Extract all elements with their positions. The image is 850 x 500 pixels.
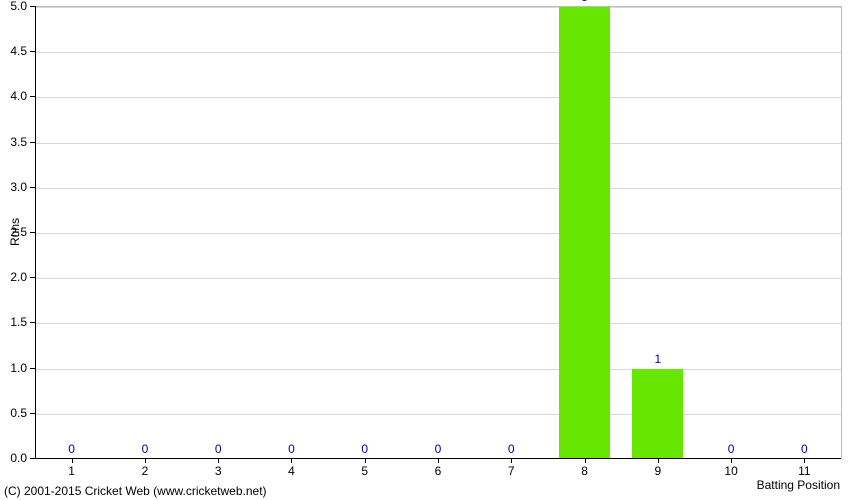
x-tick-label: 8 [581,464,588,478]
bar-value-label: 0 [68,442,75,456]
x-tick-mark [804,458,805,463]
y-axis-line [35,6,36,458]
x-tick-label: 7 [508,464,515,478]
bar [559,7,610,459]
x-tick-label: 3 [215,464,222,478]
copyright-text: (C) 2001-2015 Cricket Web (www.cricketwe… [4,484,267,498]
grid-line [35,52,841,53]
x-tick-mark [658,458,659,463]
y-tick-label: 4.5 [0,44,27,58]
x-tick-mark [511,458,512,463]
y-tick-label: 0.5 [0,406,27,420]
x-tick-mark [365,458,366,463]
chart-container: Runs Batting Position (C) 2001-2015 Cric… [0,0,850,500]
y-tick-label: 1.5 [0,315,27,329]
grid-line [35,143,841,144]
y-tick-label: 3.5 [0,135,27,149]
x-tick-mark [438,458,439,463]
x-tick-label: 1 [68,464,75,478]
bar-value-label: 5 [581,0,588,4]
grid-line [35,323,841,324]
x-tick-mark [585,458,586,463]
x-tick-mark [291,458,292,463]
bar-value-label: 0 [288,442,295,456]
x-tick-label: 9 [654,464,661,478]
bar-value-label: 0 [435,442,442,456]
bar-value-label: 1 [654,352,661,366]
grid-line [35,97,841,98]
x-tick-label: 6 [435,464,442,478]
bar [632,369,683,459]
x-tick-mark [218,458,219,463]
x-tick-mark [145,458,146,463]
y-tick-label: 2.0 [0,270,27,284]
bar-value-label: 0 [361,442,368,456]
bar-value-label: 0 [801,442,808,456]
x-tick-label: 2 [142,464,149,478]
y-tick-label: 5.0 [0,0,27,13]
x-tick-label: 11 [798,464,810,478]
x-tick-mark [731,458,732,463]
grid-line [35,7,841,8]
grid-line [35,278,841,279]
x-tick-label: 10 [724,464,737,478]
plot-area [35,6,842,459]
y-tick-label: 2.5 [0,225,27,239]
grid-line [35,369,841,370]
bar-value-label: 0 [215,442,222,456]
x-tick-label: 4 [288,464,295,478]
y-tick-label: 0.0 [0,451,27,465]
grid-line [35,414,841,415]
grid-line [35,233,841,234]
x-axis-label: Batting Position [757,478,840,492]
grid-line [35,188,841,189]
bar-value-label: 0 [508,442,515,456]
x-tick-label: 5 [361,464,368,478]
y-tick-label: 4.0 [0,89,27,103]
y-tick-label: 3.0 [0,180,27,194]
bar-value-label: 0 [142,442,149,456]
y-tick-label: 1.0 [0,361,27,375]
x-tick-mark [72,458,73,463]
bar-value-label: 0 [728,442,735,456]
